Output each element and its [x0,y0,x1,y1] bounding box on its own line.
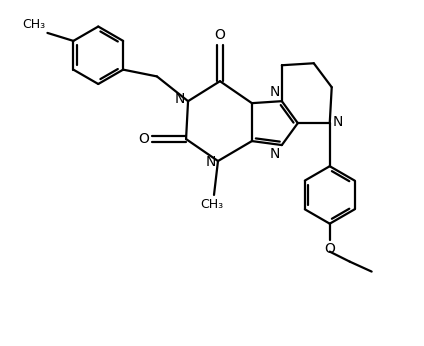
Text: O: O [138,132,149,146]
Text: N: N [333,115,343,129]
Text: O: O [324,242,335,256]
Text: N: N [270,85,280,99]
Text: N: N [270,147,280,161]
Text: CH₃: CH₃ [201,198,223,211]
Text: N: N [206,155,216,169]
Text: CH₃: CH₃ [22,18,45,31]
Text: N: N [175,92,185,106]
Text: O: O [215,28,226,42]
